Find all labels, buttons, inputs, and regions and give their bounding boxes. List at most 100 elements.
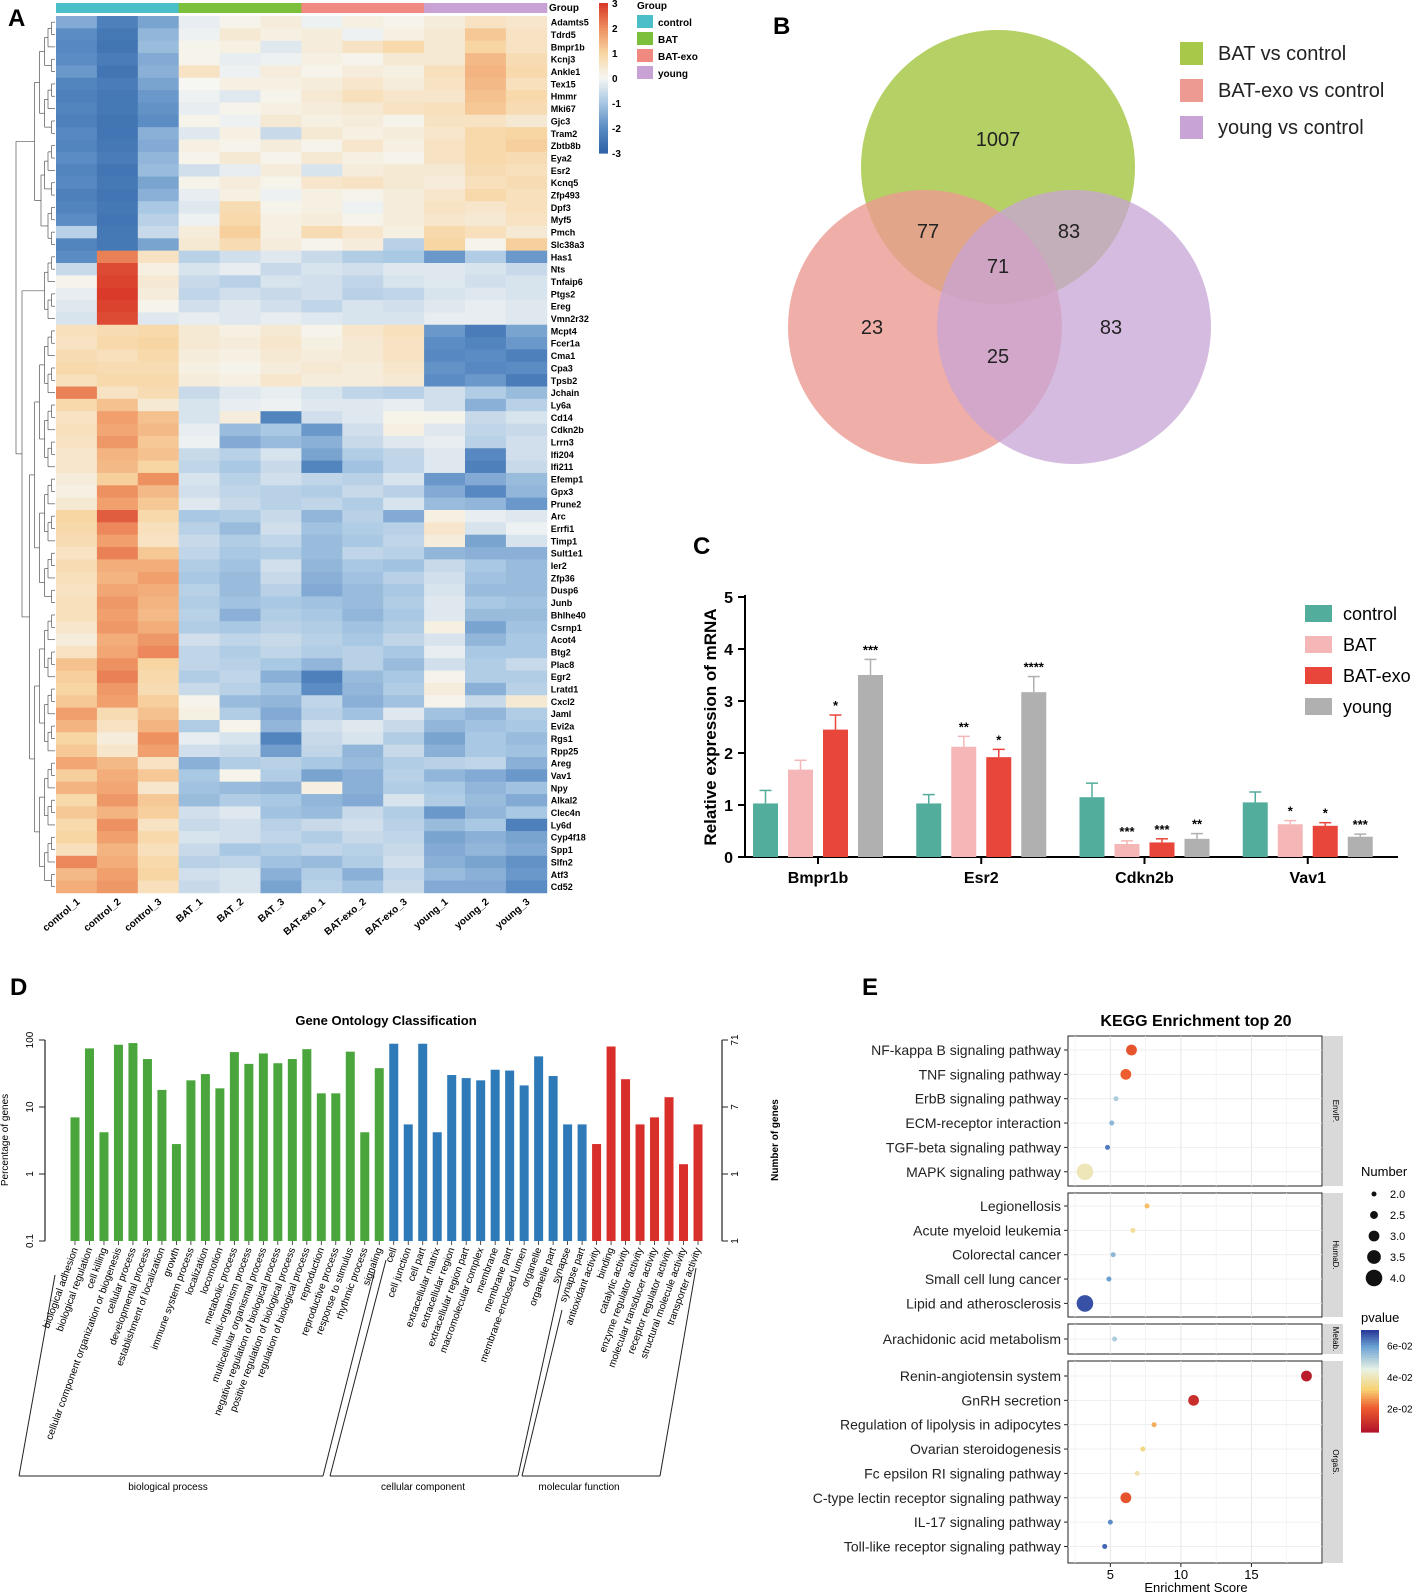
heatmap-cell — [96, 90, 139, 103]
heatmap-cell — [219, 485, 261, 499]
heatmap-cell — [56, 769, 98, 783]
heatmap-cell — [505, 102, 548, 116]
heatmap-cell — [178, 695, 220, 708]
color-legend-segment — [1361, 1350, 1379, 1354]
heatmap-cell — [178, 312, 220, 326]
heatmap-cell — [465, 139, 507, 153]
heatmap-cell — [178, 571, 220, 585]
heatmap-cell — [505, 868, 548, 881]
heatmap-cell — [260, 547, 302, 560]
heatmap-cell — [383, 201, 425, 214]
go-bar — [461, 1078, 471, 1241]
heatmap-cell — [383, 423, 425, 437]
heatmap-cell — [56, 90, 98, 103]
heatmap-cell — [56, 485, 98, 499]
heatmap-cell — [56, 633, 98, 647]
heatmap-cell — [465, 411, 507, 424]
heatmap-cell — [342, 621, 384, 634]
bar-control — [1242, 802, 1268, 857]
gene-label: Adamts5 — [551, 18, 589, 28]
heatmap-cell — [56, 16, 98, 29]
sample-label: BAT_2 — [215, 896, 246, 925]
kegg-dot — [1076, 1163, 1094, 1181]
heatmap-cell — [178, 719, 220, 733]
kegg-dot — [1120, 1068, 1132, 1080]
size-legend-dot — [1370, 1211, 1378, 1219]
y-tick-label: 3 — [724, 694, 733, 711]
color-legend-segment — [1361, 1347, 1379, 1351]
heatmap-cell — [260, 682, 302, 696]
heatmap-cell — [219, 423, 261, 437]
venn-diagram: 1007 77 83 71 23 25 83 BAT vs control BAT-exo vs… — [788, 30, 1384, 464]
heatmap-cell — [424, 374, 466, 387]
heatmap-cell — [96, 398, 139, 412]
heatmap-cell — [137, 151, 180, 165]
heatmap-cell — [342, 263, 384, 276]
heatmap-cell — [342, 65, 384, 79]
heatmap-cell — [137, 608, 180, 622]
heatmap-cell — [219, 139, 261, 153]
heatmap-cell — [505, 324, 548, 338]
heatmap-cell — [137, 806, 180, 820]
heatmap-cell — [383, 386, 425, 400]
heatmap-cell — [260, 324, 302, 338]
colorbar-segment — [599, 35, 608, 39]
heatmap-cell — [342, 497, 384, 511]
heatmap-cell — [505, 571, 548, 585]
heatmap-cell — [260, 794, 302, 807]
heatmap-cell — [260, 719, 302, 733]
colorbar-segment — [599, 95, 608, 99]
kegg-dot — [1112, 1336, 1118, 1342]
heatmap-cell — [301, 213, 343, 227]
heatmap-cell — [96, 16, 139, 29]
heatmap-cell — [301, 90, 343, 103]
heatmap-cell — [137, 90, 180, 103]
heatmap-cell — [178, 238, 220, 252]
color-legend-segment — [1361, 1421, 1379, 1425]
heatmap-cell — [465, 547, 507, 560]
heatmap-cell — [301, 65, 343, 79]
heatmap-cell — [137, 77, 180, 91]
heatmap-cell — [301, 460, 343, 474]
group-legend-label: young — [658, 69, 688, 80]
heatmap-cell — [505, 435, 548, 449]
heatmap-cell — [383, 843, 425, 857]
gene-label: Ier2 — [551, 561, 567, 571]
heatmap-cell — [465, 28, 507, 42]
heatmap-cell — [219, 868, 261, 881]
heatmap-cell — [342, 349, 384, 363]
colorbar-segment — [599, 43, 608, 47]
heatmap-cell — [465, 287, 507, 301]
heatmap-cell — [383, 621, 425, 634]
heatmap-cell — [96, 534, 139, 548]
heatmap-cell — [260, 534, 302, 548]
heatmap-cell — [424, 559, 466, 573]
heatmap-cell — [260, 225, 302, 239]
heatmap-cell — [383, 16, 425, 29]
heatmap-cell — [137, 65, 180, 79]
go-bar — [273, 1063, 283, 1241]
heatmap-cell — [96, 707, 139, 721]
heatmap-cell — [301, 547, 343, 560]
heatmap-cell — [178, 361, 220, 375]
go-bar — [316, 1093, 326, 1241]
color-legend-segment — [1361, 1393, 1379, 1397]
heatmap-cell — [383, 337, 425, 350]
heatmap-cell — [301, 719, 343, 733]
gene-label: Ifi211 — [551, 462, 574, 472]
heatmap-cell — [96, 732, 139, 746]
gene-label: Lrrn3 — [551, 438, 574, 448]
colorbar-segment — [599, 45, 608, 49]
heatmap-cell — [219, 596, 261, 610]
color-legend-label: 2e-02 — [1387, 1404, 1413, 1415]
kegg-dot — [1140, 1446, 1146, 1452]
heatmap-cell — [505, 139, 548, 153]
heatmap-cell — [219, 151, 261, 165]
heatmap-cell — [383, 263, 425, 276]
heatmap-cell — [260, 868, 302, 881]
heatmap-cell — [219, 472, 261, 486]
heatmap-cell — [260, 349, 302, 363]
heatmap-cell — [301, 275, 343, 289]
gene-label: Cpa3 — [551, 363, 573, 373]
heatmap-cell — [260, 337, 302, 350]
